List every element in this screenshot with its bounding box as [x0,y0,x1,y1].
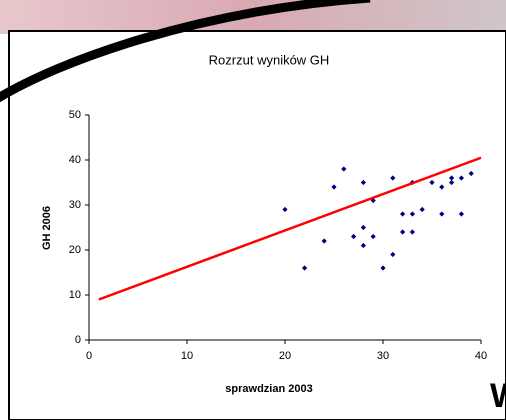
data-point [429,179,435,186]
data-point [458,175,464,181]
data-point [400,211,406,217]
data-point [302,265,308,271]
y-tick-label: 40 [69,154,81,166]
data-point [360,224,366,231]
data-point [370,197,376,204]
data-point [419,206,425,213]
decorative-curve [0,0,371,103]
data-point [360,179,366,186]
y-tick-label: 10 [69,289,81,301]
data-point [331,184,337,190]
x-axis-label: sprawdzian 2003 [225,383,312,395]
slide-fragment: W [490,377,506,415]
data-point [409,229,415,235]
y-tick-label: 30 [69,199,81,211]
data-point [390,251,396,258]
x-tick-label: 40 [475,350,487,362]
data-point [449,179,455,186]
x-tick-label: 20 [279,350,291,362]
data-point [351,233,357,240]
trend-line [98,156,482,301]
data-point [390,175,396,181]
chart-title: Rozrzut wyników GH [209,52,330,67]
y-tick-label: 0 [75,334,81,346]
data-point [439,184,445,190]
data-point [282,206,288,213]
data-point [341,166,347,172]
y-tick-label: 20 [69,244,81,256]
data-point [458,211,464,217]
data-point [370,233,376,240]
data-point [409,211,415,217]
y-tick-label: 50 [69,109,81,121]
data-point [360,242,366,249]
data-point [439,211,445,217]
x-tick-label: 0 [86,350,92,362]
y-axis-label: GH 2006 [41,206,53,250]
data-point [321,238,327,244]
chart-frame [8,30,506,420]
data-point [380,265,386,271]
data-point [449,175,455,181]
x-tick-label: 30 [377,350,389,362]
data-point [400,229,406,235]
data-point [468,170,474,177]
x-tick-label: 10 [181,350,193,362]
